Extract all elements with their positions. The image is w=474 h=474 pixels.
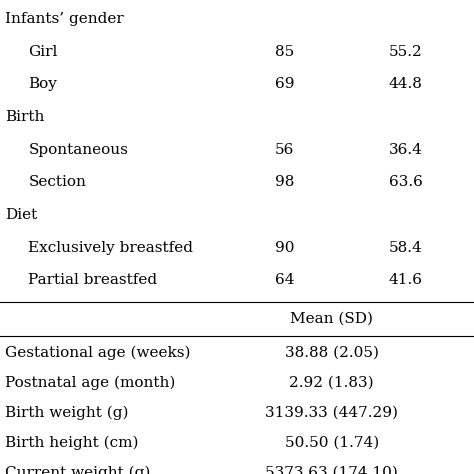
Text: 63.6: 63.6 (389, 175, 422, 189)
Text: Postnatal age (month): Postnatal age (month) (5, 375, 175, 390)
Text: 69: 69 (274, 77, 294, 91)
Text: Infants’ gender: Infants’ gender (5, 12, 124, 26)
Text: Girl: Girl (28, 45, 58, 59)
Text: Spontaneous: Spontaneous (28, 143, 128, 156)
Text: Boy: Boy (28, 77, 57, 91)
Text: 55.2: 55.2 (389, 45, 422, 59)
Text: Gestational age (weeks): Gestational age (weeks) (5, 346, 190, 360)
Text: Exclusively breastfed: Exclusively breastfed (28, 241, 193, 255)
Text: Birth weight (g): Birth weight (g) (5, 405, 128, 420)
Text: 56: 56 (275, 143, 294, 156)
Text: Mean (SD): Mean (SD) (290, 312, 374, 326)
Text: 5373.63 (174.10): 5373.63 (174.10) (265, 465, 398, 474)
Text: 64: 64 (274, 273, 294, 287)
Text: 36.4: 36.4 (389, 143, 422, 156)
Text: 38.88 (2.05): 38.88 (2.05) (285, 346, 379, 360)
Text: 90: 90 (274, 241, 294, 255)
Text: 41.6: 41.6 (389, 273, 423, 287)
Text: Section: Section (28, 175, 86, 189)
Text: Diet: Diet (5, 208, 37, 222)
Text: 3139.33 (447.29): 3139.33 (447.29) (265, 405, 398, 419)
Text: 58.4: 58.4 (389, 241, 422, 255)
Text: 50.50 (1.74): 50.50 (1.74) (285, 435, 379, 449)
Text: Birth height (cm): Birth height (cm) (5, 435, 138, 450)
Text: 85: 85 (275, 45, 294, 59)
Text: Partial breastfed: Partial breastfed (28, 273, 157, 287)
Text: 44.8: 44.8 (389, 77, 422, 91)
Text: Birth: Birth (5, 110, 44, 124)
Text: 2.92 (1.83): 2.92 (1.83) (290, 375, 374, 390)
Text: 98: 98 (275, 175, 294, 189)
Text: Current weight (g): Current weight (g) (5, 465, 150, 474)
